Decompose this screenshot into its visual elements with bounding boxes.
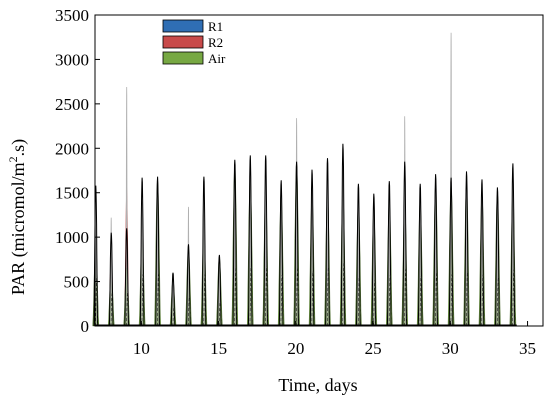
peak-r1-day-10 <box>139 177 145 327</box>
y-tick-label-3000: 3000 <box>55 50 89 69</box>
peak-r1-day-15 <box>217 254 222 327</box>
peak-r1-dashed-day-26 <box>388 275 392 327</box>
peak-r1-dashed-day-13 <box>187 297 191 327</box>
peak-r1-day-9 <box>124 228 129 327</box>
peak-r1-day-21 <box>309 169 315 327</box>
peak-r1-day-11 <box>155 176 160 327</box>
peak-grey-day-20 <box>295 118 298 327</box>
y-tick-label-2000: 2000 <box>55 139 89 158</box>
y-tick-label-2500: 2500 <box>55 95 89 114</box>
peak-r1-dashed-day-20 <box>296 268 300 327</box>
peak-grey-day-10 <box>141 201 144 327</box>
y-tick-label-500: 500 <box>64 273 90 292</box>
peak-r1-dashed-day-23 <box>342 262 346 327</box>
legend-swatch-air <box>162 51 204 65</box>
peak-grey-day-11 <box>156 197 159 327</box>
x-axis: 10 15 20 25 30 35 <box>133 321 536 358</box>
legend-label-air: Air <box>208 51 226 66</box>
x-tick-label-15: 15 <box>210 339 227 358</box>
peak-r1-dashed-day-17 <box>249 266 253 327</box>
peak-r1-dashed-day-24 <box>357 276 361 327</box>
x-tick-label-30: 30 <box>442 339 459 358</box>
peak-r1-day-34 <box>510 163 516 327</box>
peak-r1-dashed-day-30 <box>450 274 454 327</box>
peak-r1-day-24 <box>356 183 361 327</box>
peak-r1-dashed-day-10 <box>141 274 145 327</box>
peak-r1-dashed-day-28 <box>419 276 423 327</box>
peak-r1-dashed-day-9 <box>126 291 130 327</box>
peak-r1-day-20 <box>294 161 299 327</box>
peak-r1-day-32 <box>479 179 485 327</box>
y-axis-title: PAR (micromol/m2.s) <box>6 139 29 295</box>
peak-r1-dashed-day-29 <box>435 272 439 327</box>
peak-r1-day-19 <box>278 180 284 327</box>
y-tick-label-0: 0 <box>81 317 90 336</box>
y-tick-label-1000: 1000 <box>55 228 89 247</box>
peak-r1-day-12 <box>170 272 176 327</box>
legend-swatch-r2 <box>162 35 204 49</box>
peak-r1-day-23 <box>340 143 346 327</box>
peak-r1-dashed-day-14 <box>203 273 207 327</box>
x-axis-title: Time, days <box>278 375 357 395</box>
peak-r1-day-27 <box>402 161 408 327</box>
peak-r1-dashed-day-19 <box>280 274 284 327</box>
peak-r1-dashed-day-27 <box>404 268 408 327</box>
y-axis: 0 500 1000 1500 2000 2500 3000 3500 <box>55 6 100 336</box>
peak-r1-day-14 <box>201 176 207 327</box>
peak-r1-day-13 <box>186 244 191 327</box>
legend-label-r1: R1 <box>208 19 223 34</box>
x-tick-label-25: 25 <box>365 339 382 358</box>
peak-r1-day-30 <box>448 177 454 327</box>
peak-r1-dashed-day-21 <box>311 271 315 327</box>
x-tick-label-20: 20 <box>287 339 304 358</box>
peak-r1-day-22 <box>325 158 330 327</box>
peak-r1-day-28 <box>417 183 423 327</box>
peak-grey-day-27 <box>403 116 406 327</box>
peak-r1-dashed-day-16 <box>234 267 238 327</box>
x-tick-label-10: 10 <box>133 339 150 358</box>
y-axis-title-tail: .s) <box>8 139 29 157</box>
y-tick-label-1500: 1500 <box>55 184 89 203</box>
peak-r1-dashed-day-22 <box>326 267 330 327</box>
x-tick-label-35: 35 <box>519 339 536 358</box>
y-axis-title-superscript: 2 <box>6 156 20 162</box>
peak-r1-dashed-day-31 <box>465 271 469 327</box>
peak-grey-day-13 <box>187 206 190 327</box>
peak-r1-dashed-day-32 <box>481 274 485 327</box>
peak-r1-dashed-day-34 <box>512 269 516 327</box>
plot-frame <box>94 14 544 327</box>
peak-grey-day-8 <box>110 217 113 327</box>
peak-r1-day-31 <box>464 171 469 327</box>
peak-r1-dashed-day-11 <box>157 273 160 327</box>
y-tick-label-3500: 3500 <box>55 6 89 25</box>
y-axis-title-main: PAR (micromol/m <box>8 162 29 295</box>
peak-r1-day-25 <box>371 193 377 327</box>
peak-r1-day-33 <box>495 187 500 327</box>
peak-r1-dashed-day-8 <box>110 293 114 327</box>
peak-r1-day-18 <box>263 155 269 327</box>
peak-r1-day-8 <box>108 232 114 327</box>
peak-r1-day-16 <box>232 159 238 327</box>
peak-r1-day-29 <box>433 174 438 327</box>
legend-label-r2: R2 <box>208 35 223 50</box>
legend-swatch-r1 <box>162 19 204 33</box>
peak-r1-dashed-day-18 <box>265 266 269 327</box>
series-lines <box>93 32 517 327</box>
peak-r1-day-17 <box>247 155 253 327</box>
peak-r1-dashed-day-12 <box>172 307 176 327</box>
peak-r1-day-26 <box>386 181 392 327</box>
peak-r1-dashed-day-25 <box>373 279 377 327</box>
peak-r1-dashed-day-15 <box>218 301 222 327</box>
